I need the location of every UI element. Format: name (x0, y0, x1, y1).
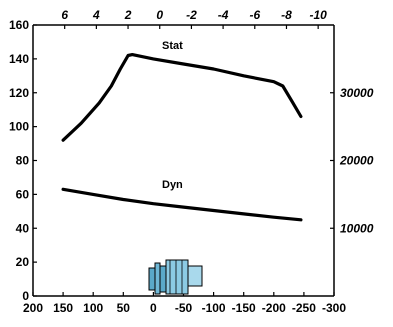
x-bottom-tick-label: -200 (262, 301, 286, 315)
y-left-tick-label: 20 (16, 255, 30, 269)
x-top-tick-label: 6 (61, 8, 68, 22)
x-bottom-tick-label: 150 (53, 301, 73, 315)
series-layer (61, 53, 303, 222)
x-top-tick-label: 0 (156, 8, 163, 22)
x-bottom-tick-label: 200 (23, 301, 43, 315)
series-line-stat (61, 53, 303, 142)
y-left-tick-label: 100 (9, 120, 29, 134)
x-bottom-tick-label: 50 (117, 301, 131, 315)
plot-frame (32, 24, 335, 297)
y-right-tick-label: 20000 (339, 154, 374, 168)
x-top-tick-label: -4 (218, 8, 229, 22)
x-bottom-tick-label: -250 (292, 301, 316, 315)
x-bottom-tick-label: -300 (322, 301, 346, 315)
x-bottom-tick-label: -150 (232, 301, 256, 315)
y-left-tick-label: 0 (22, 289, 29, 303)
series-label-stat: Stat (162, 40, 183, 52)
x-bottom-tick-label: 0 (150, 301, 157, 315)
x-top-tick-label: -8 (281, 8, 292, 22)
y-left-tick-label: 60 (16, 187, 30, 201)
x-top-tick-label: 4 (92, 8, 100, 22)
y-left-tick-label: 40 (16, 221, 30, 235)
y-right-tick-label: 30000 (340, 86, 374, 100)
series-line-dyn (61, 187, 303, 222)
y-left-tick-label: 160 (9, 18, 29, 32)
x-top-tick-label: -10 (309, 8, 327, 22)
x-bottom-tick-label: -100 (202, 301, 226, 315)
axis-ticks (32, 24, 335, 297)
x-bottom-tick-label: 100 (83, 301, 103, 315)
series-label-dyn: Dyn (162, 179, 183, 191)
y-right-tick-label: 10000 (340, 221, 374, 235)
x-top-tick-label: -2 (186, 8, 197, 22)
bearing-unit-icon (148, 259, 203, 295)
y-left-tick-label: 140 (9, 52, 29, 66)
x-bottom-tick-label: -50 (175, 301, 193, 315)
y-left-tick-label: 80 (16, 154, 30, 168)
x-top-tick-label: -6 (249, 8, 260, 22)
y-left-tick-label: 120 (9, 86, 29, 100)
x-top-tick-label: 2 (124, 8, 132, 22)
